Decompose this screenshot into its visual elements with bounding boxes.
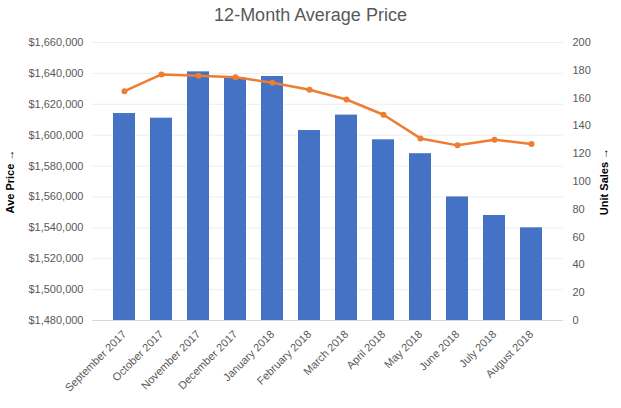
svg-text:$1,580,000: $1,580,000 bbox=[28, 160, 83, 172]
svg-text:April 2018: April 2018 bbox=[344, 328, 388, 372]
svg-text:100: 100 bbox=[573, 175, 591, 187]
svg-text:July 2018: July 2018 bbox=[456, 327, 499, 370]
svg-text:February 2018: February 2018 bbox=[254, 328, 313, 387]
svg-text:$1,620,000: $1,620,000 bbox=[28, 98, 83, 110]
svg-text:$1,640,000: $1,640,000 bbox=[28, 67, 83, 79]
svg-text:October 2017: October 2017 bbox=[109, 327, 166, 384]
svg-text:120: 120 bbox=[573, 147, 591, 159]
svg-text:200: 200 bbox=[573, 36, 591, 48]
svg-text:$1,560,000: $1,560,000 bbox=[28, 190, 83, 202]
svg-text:180: 180 bbox=[573, 64, 591, 76]
svg-text:August 2018: August 2018 bbox=[483, 328, 535, 380]
svg-text:160: 160 bbox=[573, 92, 591, 104]
svg-text:May 2018: May 2018 bbox=[381, 327, 425, 371]
svg-text:40: 40 bbox=[573, 258, 585, 270]
svg-text:$1,540,000: $1,540,000 bbox=[28, 221, 83, 233]
svg-text:Unit Sales →: Unit Sales → bbox=[598, 148, 610, 215]
svg-text:$1,520,000: $1,520,000 bbox=[28, 252, 83, 264]
svg-text:March 2018: March 2018 bbox=[301, 328, 351, 378]
svg-text:December 2017: December 2017 bbox=[175, 327, 240, 392]
svg-text:$1,600,000: $1,600,000 bbox=[28, 129, 83, 141]
svg-text:Ave Price →: Ave Price → bbox=[4, 150, 16, 214]
svg-text:80: 80 bbox=[573, 203, 585, 215]
svg-text:$1,500,000: $1,500,000 bbox=[28, 283, 83, 295]
svg-text:$1,660,000: $1,660,000 bbox=[28, 36, 83, 48]
svg-text:September 2017: September 2017 bbox=[62, 328, 128, 394]
html-text:12-Month Average Price: 12-Month Average Price bbox=[214, 5, 407, 25]
svg-text:November 2017: November 2017 bbox=[138, 327, 203, 392]
svg-text:$1,480,000: $1,480,000 bbox=[28, 314, 83, 326]
svg-text:June 2018: June 2018 bbox=[417, 328, 462, 373]
svg-text:140: 140 bbox=[573, 119, 591, 131]
svg-text:January 2018: January 2018 bbox=[220, 327, 277, 384]
svg-text:0: 0 bbox=[573, 314, 579, 326]
svg-text:20: 20 bbox=[573, 286, 585, 298]
svg-text:60: 60 bbox=[573, 231, 585, 243]
